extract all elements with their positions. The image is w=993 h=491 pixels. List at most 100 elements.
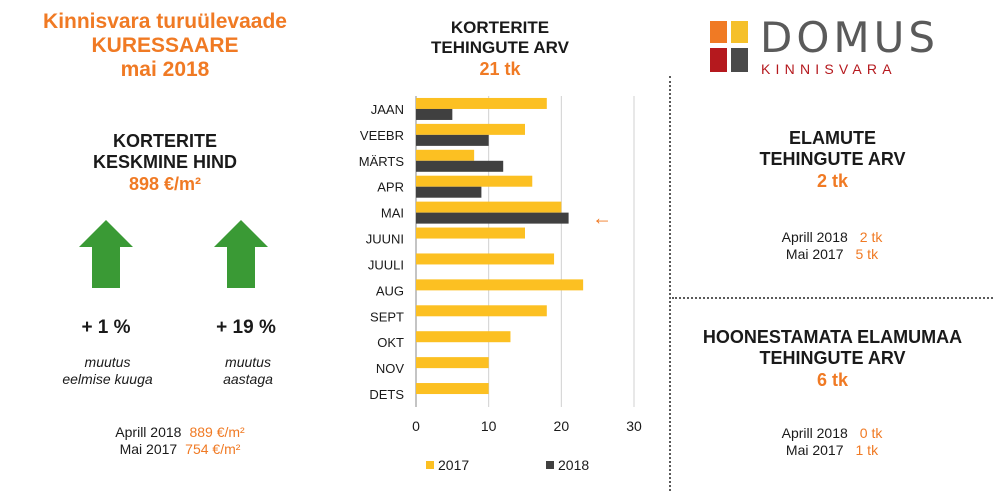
- report-title-line3: mai 2018: [120, 58, 210, 81]
- logo-tile: [731, 48, 748, 72]
- legend-label: 2018: [558, 457, 589, 473]
- category-label: APR: [377, 180, 404, 195]
- apartment-deals-value: 21 tk: [479, 59, 521, 79]
- logo-tile: [710, 48, 727, 72]
- category-label: DETS: [369, 387, 404, 402]
- land-deals-section: HOONESTAMATA ELAMUMAA TEHINGUTE ARV 6 tk: [672, 327, 993, 391]
- apartment-deals-section: KORTERITE TEHINGUTE ARV 21 tk: [400, 18, 600, 80]
- chart-grid: [415, 96, 635, 407]
- chart-legend: 2017 2018: [426, 457, 589, 473]
- bar-2017: [416, 149, 475, 161]
- houses-deals-heading-line2: TEHINGUTE ARV: [759, 149, 906, 169]
- land-comparison-value: 1 tk: [855, 442, 879, 458]
- x-tick-label: 30: [626, 418, 642, 434]
- x-tick-label: 20: [554, 418, 570, 434]
- logo-tile: [710, 21, 727, 43]
- apartment-deals-chart: JAAN VEEBR MÄRTS APR MAI JUUNI JUULI AUG SEPT OKT…: [359, 96, 642, 473]
- price-comparison-row: Aprill 2018 889 €/m²: [60, 424, 300, 441]
- price-comparison-value: 754 €/m²: [185, 441, 241, 457]
- logo-word-domus: DOMUS: [760, 13, 940, 62]
- price-comparison-row: Mai 2017 754 €/m²: [60, 441, 300, 458]
- chart-category-labels: JAAN VEEBR MÄRTS APR MAI JUUNI JUULI AUG SEPT OKT…: [359, 102, 405, 402]
- bar-2017: [416, 97, 547, 109]
- houses-comparison: Aprill 2018 2 tk Mai 2017 5 tk: [700, 229, 964, 263]
- bar-2018: [416, 134, 489, 146]
- bar-2017: [416, 175, 533, 187]
- x-tick-label: 0: [412, 418, 420, 434]
- land-deals-value: 6 tk: [816, 370, 849, 390]
- logo-word-kinnisvara: KINNISVARA: [761, 61, 897, 77]
- houses-comparison-value: 5 tk: [855, 246, 879, 262]
- bar-2018: [416, 212, 569, 224]
- up-arrow-shape: [214, 220, 268, 288]
- change-month-value: + 1 %: [81, 317, 131, 338]
- legend-swatch: [546, 461, 554, 469]
- horizontal-divider: [672, 297, 993, 299]
- price-comparison-value: 889 €/m²: [189, 424, 245, 440]
- land-comparison-row: Aprill 2018 0 tk: [700, 425, 964, 442]
- report-title-line2: KURESSAARE: [91, 34, 239, 57]
- change-year-caption-line1: muutus: [225, 354, 271, 370]
- price-comparison: Aprill 2018 889 €/m² Mai 2017 754 €/m²: [60, 424, 300, 458]
- apartment-deals-heading-line1: KORTERITE: [450, 18, 550, 37]
- bar-2017: [416, 305, 547, 317]
- houses-deals-section: ELAMUTE TEHINGUTE ARV 2 tk: [672, 128, 993, 192]
- change-month-caption: muutus eelmise kuuga: [40, 354, 175, 388]
- category-label: JAAN: [371, 102, 404, 117]
- up-arrow-icon: [79, 220, 133, 288]
- category-label: MAI: [381, 206, 404, 221]
- change-year-value: + 19 %: [216, 317, 276, 338]
- x-tick-label: 10: [481, 418, 497, 434]
- land-comparison-row: Mai 2017 1 tk: [700, 442, 964, 459]
- bar-2017: [416, 383, 489, 395]
- category-label: JUUNI: [366, 232, 404, 247]
- price-value: 898 €/m²: [128, 174, 202, 194]
- legend-label: 2017: [438, 457, 469, 473]
- change-year-caption-line2: aastaga: [223, 371, 273, 387]
- change-year-caption: muutus aastaga: [183, 354, 313, 388]
- report-title-line1: Kinnisvara turuülevaade: [43, 10, 287, 33]
- up-arrow-shape: [79, 220, 133, 288]
- houses-comparison-value: 2 tk: [859, 229, 883, 245]
- land-comparison-label: Aprill 2018: [781, 425, 848, 441]
- bar-2017: [416, 331, 511, 343]
- logo-mark-icon: [710, 21, 748, 72]
- houses-comparison-label: Mai 2017: [785, 246, 844, 262]
- land-comparison-label: Mai 2017: [785, 442, 844, 458]
- up-arrow-icon: [214, 220, 268, 288]
- land-comparison-value: 0 tk: [859, 425, 883, 441]
- bar-2017: [416, 253, 555, 265]
- category-label: JUULI: [368, 257, 404, 272]
- houses-comparison-row: Mai 2017 5 tk: [700, 246, 964, 263]
- land-deals-heading-line2: TEHINGUTE ARV: [759, 348, 906, 368]
- chart-tick-labels: 0 10 20 30: [412, 418, 642, 434]
- houses-comparison-label: Aprill 2018: [781, 229, 848, 245]
- report-title: Kinnisvara turuülevaade KURESSAARE mai 2…: [0, 10, 330, 82]
- bar-2017: [416, 123, 525, 135]
- vertical-divider: [669, 76, 671, 491]
- domus-logo: DOMUS KINNISVARA: [710, 13, 960, 79]
- change-month-caption-line1: muutus: [84, 354, 131, 370]
- category-label: MÄRTS: [359, 154, 405, 169]
- apartment-deals-heading-line2: TEHINGUTE ARV: [431, 38, 569, 57]
- price-heading-line1: KORTERITE: [112, 131, 217, 151]
- current-month-marker: ←: [592, 208, 612, 230]
- price-section: KORTERITE KESKMINE HIND 898 €/m²: [0, 131, 330, 195]
- bar-2017: [416, 227, 525, 239]
- bar-2018: [416, 186, 482, 198]
- land-deals-heading-line1: HOONESTAMATA ELAMUMAA: [702, 327, 963, 347]
- logo-tile: [731, 21, 748, 43]
- price-comparison-label: Mai 2017: [119, 441, 178, 457]
- bar-2017: [416, 279, 584, 291]
- houses-comparison-row: Aprill 2018 2 tk: [700, 229, 964, 246]
- bar-2018: [416, 108, 453, 120]
- category-label: OKT: [377, 335, 404, 350]
- chart-bars: [416, 97, 584, 395]
- bar-2018: [416, 160, 504, 172]
- change-month-caption-line2: eelmise kuuga: [62, 371, 153, 387]
- bar-2017: [416, 357, 489, 369]
- land-comparison: Aprill 2018 0 tk Mai 2017 1 tk: [700, 425, 964, 459]
- houses-deals-value: 2 tk: [816, 171, 849, 191]
- legend-swatch: [426, 461, 434, 469]
- category-label: SEPT: [370, 309, 404, 324]
